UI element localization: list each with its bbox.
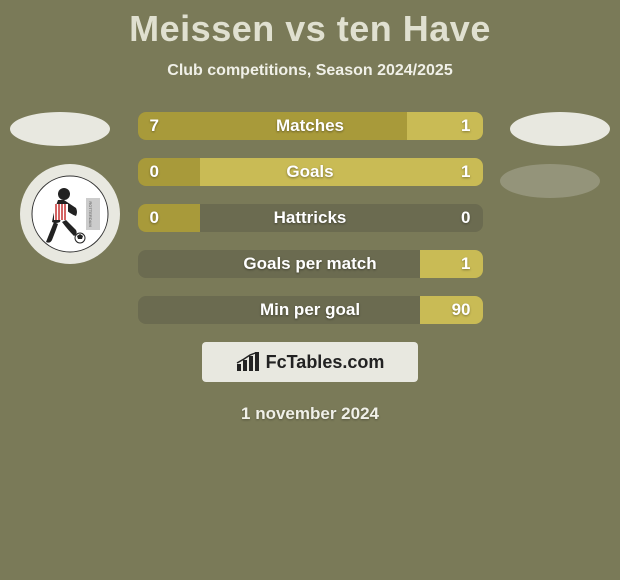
stat-row: 71Matches <box>138 112 483 140</box>
footer-date: 1 november 2024 <box>0 404 620 424</box>
stat-row: 1Goals per match <box>138 250 483 278</box>
stat-row: 90Min per goal <box>138 296 483 324</box>
stat-label: Matches <box>138 112 483 140</box>
player-right-avatar-placeholder <box>510 112 610 146</box>
stat-label: Hattricks <box>138 204 483 232</box>
stat-label: Goals <box>138 158 483 186</box>
watermark-badge: FcTables.com <box>202 342 418 382</box>
comparison-area: ROTTERDAM 71Matches 01Goals 00Hattricks 1Go… <box>0 112 620 424</box>
svg-text:ROTTERDAM: ROTTERDAM <box>88 201 93 226</box>
stat-label: Min per goal <box>138 296 483 324</box>
stat-row: 00Hattricks <box>138 204 483 232</box>
stat-label: Goals per match <box>138 250 483 278</box>
watermark-text: FcTables.com <box>266 352 385 373</box>
page-title: Meissen vs ten Have <box>0 0 620 50</box>
stat-bars: 71Matches 01Goals 00Hattricks 1Goals per ma… <box>138 112 483 324</box>
stat-row: 01Goals <box>138 158 483 186</box>
club-left-badge: ROTTERDAM <box>20 164 120 264</box>
bar-chart-icon <box>236 352 260 372</box>
page-subtitle: Club competitions, Season 2024/2025 <box>0 62 620 80</box>
player-left-avatar-placeholder <box>10 112 110 146</box>
club-right-placeholder <box>500 164 600 198</box>
sparta-badge-icon: ROTTERDAM <box>30 174 110 254</box>
